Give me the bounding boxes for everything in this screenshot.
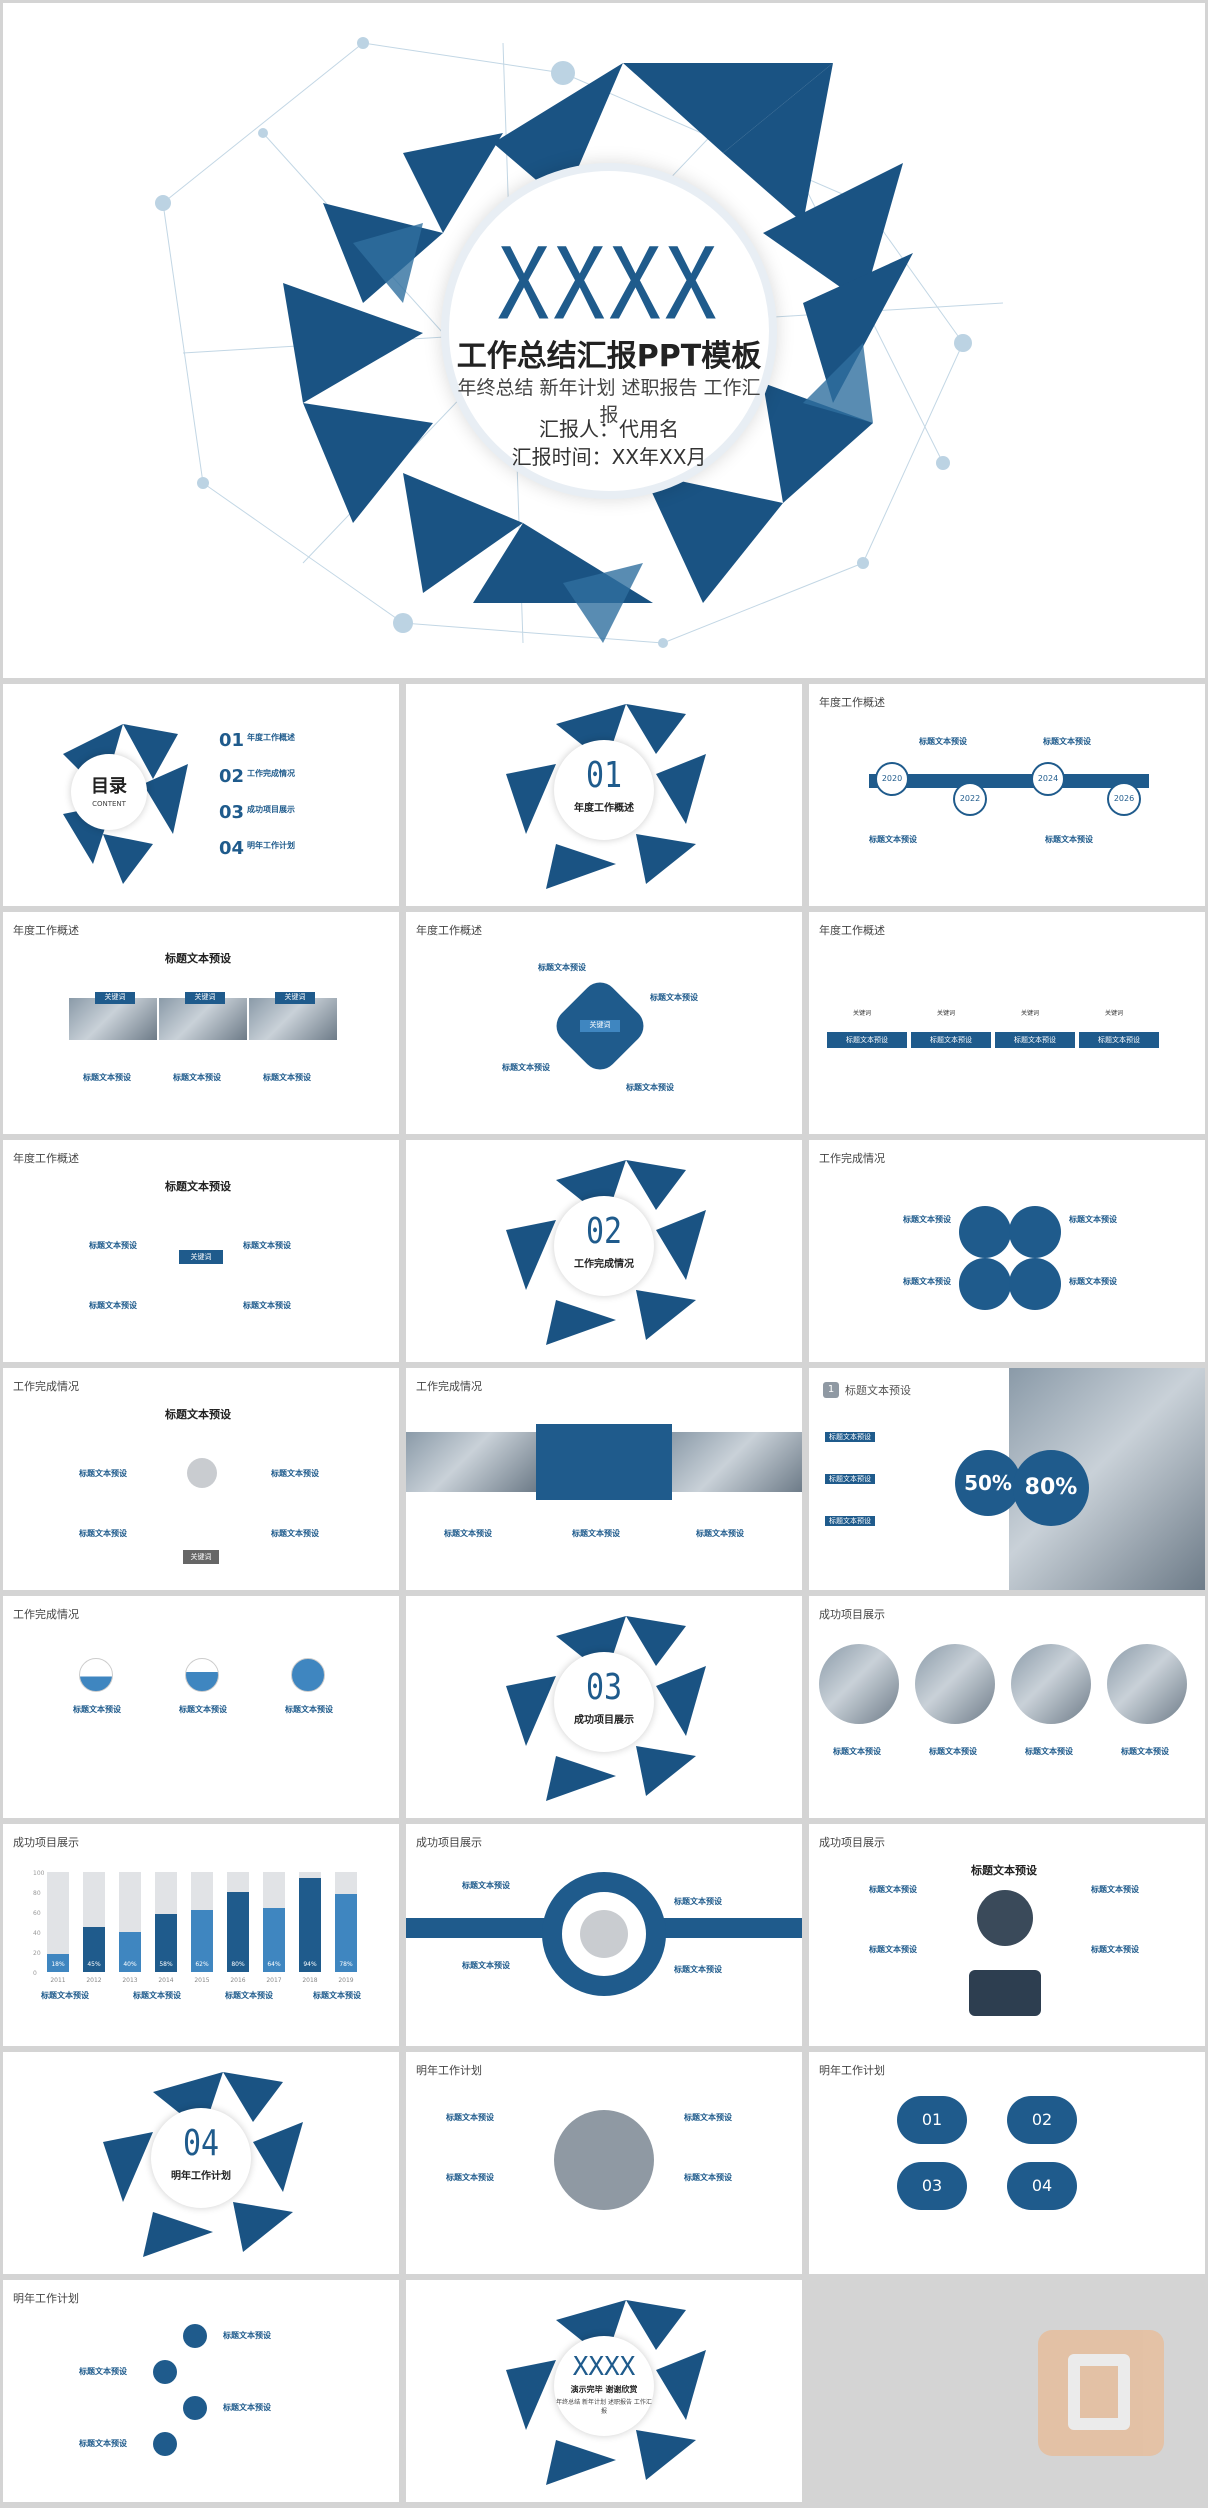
toc-circle: 目录 CONTENT bbox=[71, 754, 147, 830]
bar-label: 94% bbox=[303, 1961, 317, 1968]
bar bbox=[263, 1908, 285, 1972]
x-tick: 2016 bbox=[230, 1977, 245, 1984]
y-tick: 100 bbox=[33, 1870, 45, 1877]
photo-1 bbox=[69, 998, 157, 1040]
y-tick: 60 bbox=[33, 1910, 41, 1917]
title-slide[interactable]: XXXX 工作总结汇报PPT模板 年终总结 新年计划 述职报告 工作汇报 汇报人… bbox=[3, 3, 1205, 678]
toc-item-2[interactable]: 工作完成情况 bbox=[247, 769, 295, 778]
slide-bar-chart[interactable]: 成功项目展示 100 80 60 40 20 0 18% 2011 45% 2012 40% 2013… bbox=[3, 1824, 399, 2046]
slide-arrows[interactable]: 年度工作概述 标题文本预设 标题文本预设 标题文本预设 标题文本预设 关键词 关… bbox=[809, 912, 1205, 1134]
title-main: 工作总结汇报PPT模板 bbox=[456, 339, 762, 374]
slide-plan-bubbles[interactable]: 明年工作计划 01 02 03 04 bbox=[809, 2052, 1205, 2274]
toc-item-3[interactable]: 成功项目展示 bbox=[247, 805, 295, 814]
slide-progress-circles[interactable]: 工作完成情况 标题文本预设 标题文本预设 标题文本预设 bbox=[3, 1596, 399, 1818]
photo-2 bbox=[159, 998, 247, 1040]
x-tick: 2017 bbox=[266, 1977, 281, 1984]
bar bbox=[83, 1927, 105, 1972]
x-tick: 2012 bbox=[86, 1977, 101, 1984]
x-tick: 2013 bbox=[122, 1977, 137, 1984]
slide-bulb[interactable]: 明年工作计划 标题文本预设 标题文本预设 标题文本预设 标题文本预设 bbox=[406, 2052, 802, 2274]
x-tick: 2015 bbox=[194, 1977, 209, 1984]
bar bbox=[155, 1914, 177, 1972]
y-tick: 0 bbox=[33, 1970, 37, 1977]
bar-label: 80% bbox=[231, 1961, 245, 1968]
section-circle-01: 01 年度工作概述 bbox=[554, 740, 654, 840]
bar bbox=[335, 1894, 357, 1972]
bar-label: 62% bbox=[195, 1961, 209, 1968]
stat-50: 50% bbox=[955, 1450, 1021, 1516]
slide-banner[interactable]: 工作完成情况 标题文本预设 标题文本预设 标题文本预设 bbox=[406, 1368, 802, 1590]
slide-section-04[interactable]: 04 明年工作计划 bbox=[3, 2052, 399, 2274]
watermark-logo bbox=[1038, 2330, 1164, 2456]
x-tick: 2019 bbox=[338, 1977, 353, 1984]
slide-section-02[interactable]: 02 工作完成情况 bbox=[406, 1140, 802, 1362]
bar bbox=[227, 1892, 249, 1972]
slide-section-01[interactable]: 01 年度工作概述 bbox=[406, 684, 802, 906]
slide-chain[interactable]: 明年工作计划 标题文本预设 标题文本预设 标题文本预设 标题文本预设 bbox=[3, 2280, 399, 2502]
slide-photo-circles[interactable]: 成功项目展示 标题文本预设 标题文本预设 标题文本预设 标题文本预设 bbox=[809, 1596, 1205, 1818]
x-tick: 2011 bbox=[50, 1977, 65, 1984]
year-2026: 2026 bbox=[1109, 784, 1139, 814]
bar-label: 45% bbox=[87, 1961, 101, 1968]
slide-section-03[interactable]: 03 成功项目展示 bbox=[406, 1596, 802, 1818]
bar bbox=[47, 1954, 69, 1972]
y-tick: 40 bbox=[33, 1930, 41, 1937]
section-circle-02: 02 工作完成情况 bbox=[554, 1196, 654, 1296]
slide-toc[interactable]: 目录 CONTENT 01 年度工作概述 02 工作完成情况 03 成功项目展示… bbox=[3, 684, 399, 906]
bar-label: 18% bbox=[51, 1961, 65, 1968]
bar-label: 58% bbox=[159, 1961, 173, 1968]
year-2022: 2022 bbox=[955, 784, 985, 814]
globe-icon bbox=[977, 1890, 1033, 1946]
slide-globe-tablet[interactable]: 成功项目展示 标题文本预设 标题文本预设 标题文本预设 标题文本预设 标题文本预… bbox=[809, 1824, 1205, 2046]
section-circle-03: 03 成功项目展示 bbox=[554, 1652, 654, 1752]
timeline-bar bbox=[869, 774, 1149, 788]
toc-item-4[interactable]: 明年工作计划 bbox=[247, 841, 295, 850]
title-subtitle: 年终总结 新年计划 述职报告 工作汇报 bbox=[457, 377, 761, 426]
bulb-circle bbox=[554, 2110, 654, 2210]
bar-chart: 100 80 60 40 20 0 18% 2011 45% 2012 40% 2013 58% 2014… bbox=[33, 1870, 357, 1984]
title-circle: XXXX 工作总结汇报PPT模板 年终总结 新年计划 述职报告 工作汇报 汇报人… bbox=[441, 163, 777, 499]
bar bbox=[191, 1910, 213, 1972]
gear-icon bbox=[580, 1910, 628, 1958]
toc-num-4: 04 bbox=[219, 838, 245, 859]
ending-circle: XXXX 演示完毕 谢谢欣赏 年终总结 新年计划 述职报告 工作汇报 bbox=[554, 2336, 654, 2436]
bar-label: 78% bbox=[339, 1961, 353, 1968]
x-tick: 2014 bbox=[158, 1977, 173, 1984]
toc-num-2: 02 bbox=[219, 766, 245, 787]
tablet-icon bbox=[969, 1970, 1041, 2016]
slide-tree[interactable]: 工作完成情况 标题文本预设 关键词 标题文本预设 标题文本预设 标题文本预设 标… bbox=[3, 1368, 399, 1590]
bar-label: 40% bbox=[123, 1961, 137, 1968]
title-big: XXXX bbox=[497, 227, 721, 343]
slide-keywords-photos[interactable]: 年度工作概述 标题文本预设 关键词 关键词 关键词 标题文本预设 标题文本预设 … bbox=[3, 912, 399, 1134]
toc-num-3: 03 bbox=[219, 802, 245, 823]
stat-80: 80% bbox=[1013, 1450, 1089, 1526]
bar bbox=[119, 1932, 141, 1972]
y-tick: 80 bbox=[33, 1890, 41, 1897]
y-tick: 20 bbox=[33, 1950, 41, 1957]
photo-3 bbox=[249, 998, 337, 1040]
slide-ending[interactable]: XXXX 演示完毕 谢谢欣赏 年终总结 新年计划 述职报告 工作汇报 bbox=[406, 2280, 802, 2502]
year-2020: 2020 bbox=[877, 764, 907, 794]
section-circle-04: 04 明年工作计划 bbox=[151, 2108, 251, 2208]
slide-circle-cluster[interactable]: 工作完成情况 标题文本预设 标题文本预设 标题文本预设 标题文本预设 bbox=[809, 1140, 1205, 1362]
slide-gear-ring[interactable]: 成功项目展示 标题文本预设 标题文本预设 标题文本预设 标题文本预设 bbox=[406, 1824, 802, 2046]
bar-track bbox=[47, 1872, 69, 1972]
slide-timeline[interactable]: 年度工作概述 2020 2022 2024 2026 标题文本预设 标题文本预设… bbox=[809, 684, 1205, 906]
title-reporter: 汇报人：代用名 bbox=[539, 417, 679, 441]
slide-ring-keyword[interactable]: 年度工作概述 标题文本预设 关键词 标题文本预设 标题文本预设 标题文本预设 标… bbox=[3, 1140, 399, 1362]
toc-item-1[interactable]: 年度工作概述 bbox=[247, 733, 295, 742]
bar-label: 64% bbox=[267, 1961, 281, 1968]
title-date: 汇报时间：XX年XX月 bbox=[511, 445, 707, 469]
slide-diamond[interactable]: 年度工作概述 关键词 标题文本预设 标题文本预设 标题文本预设 标题文本预设 bbox=[406, 912, 802, 1134]
year-2024: 2024 bbox=[1033, 764, 1063, 794]
toc-num-1: 01 bbox=[219, 730, 245, 751]
slide-stats[interactable]: 1 标题文本预设 标题文本预设 标题文本预设 标题文本预设 50% 80% bbox=[809, 1368, 1205, 1590]
x-tick: 2018 bbox=[302, 1977, 317, 1984]
bar bbox=[299, 1878, 321, 1972]
slide-title: 年度工作概述 bbox=[819, 696, 885, 709]
